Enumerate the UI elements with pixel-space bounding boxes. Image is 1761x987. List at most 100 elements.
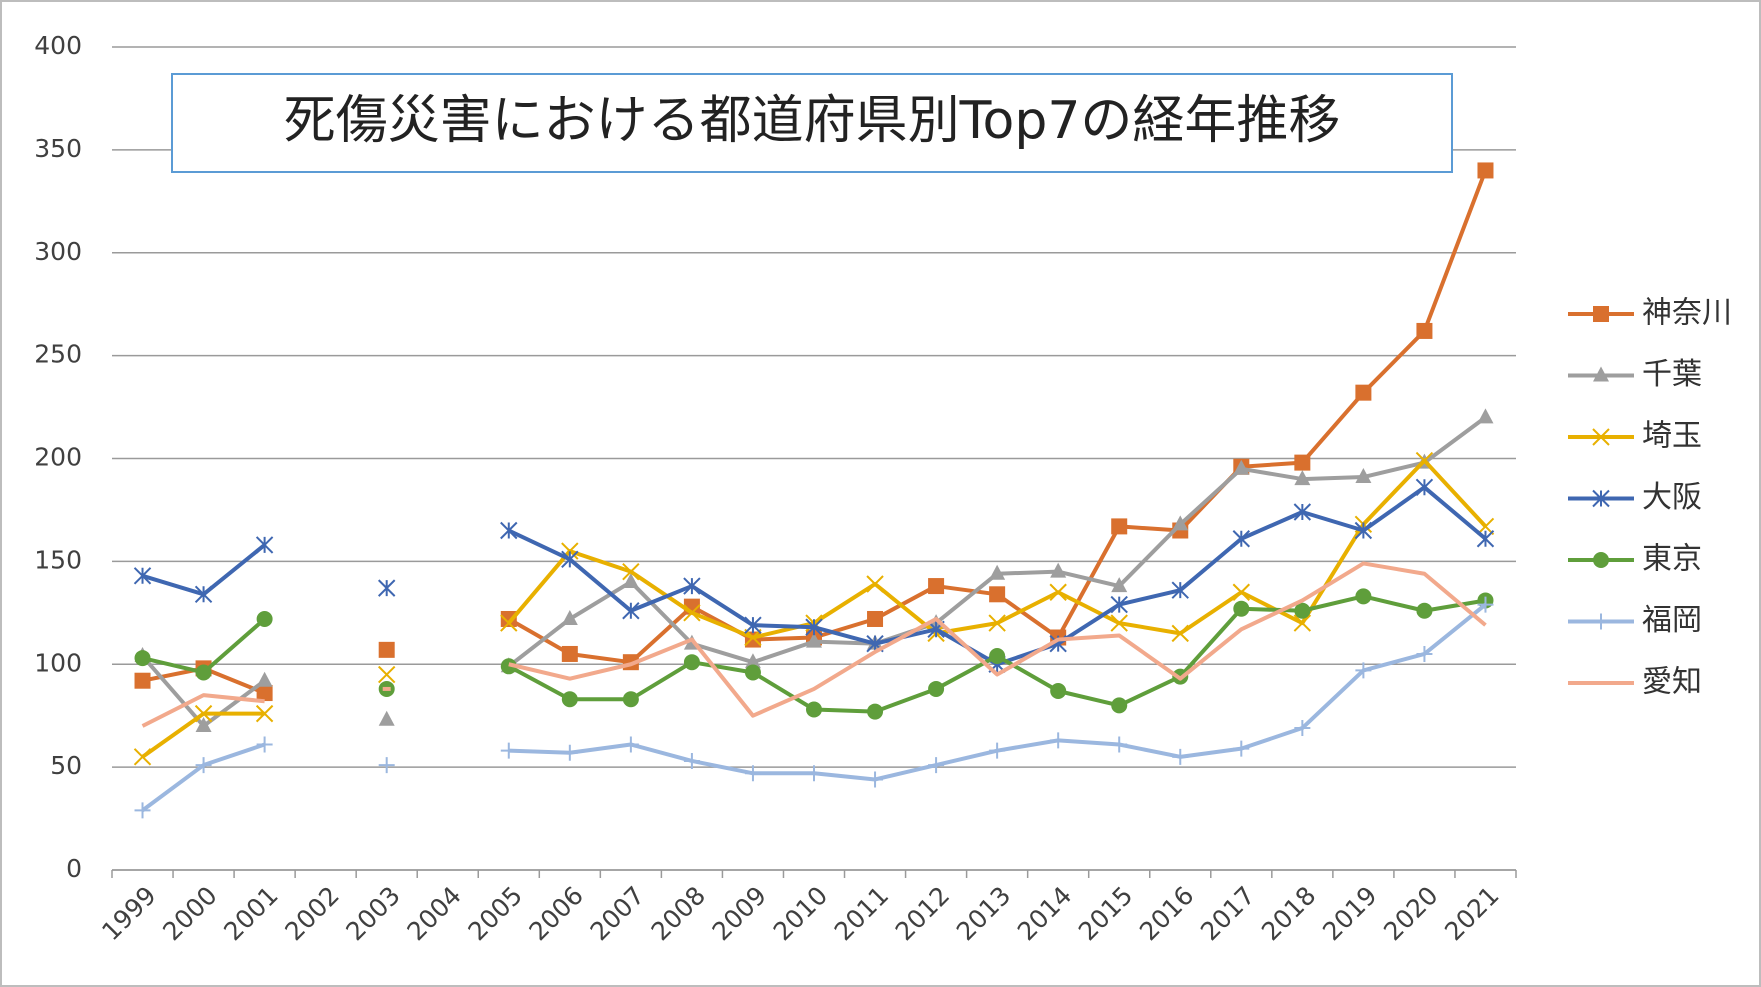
marker	[561, 609, 578, 625]
marker	[744, 616, 762, 634]
marker	[1416, 645, 1433, 662]
grid	[111, 46, 1517, 878]
marker	[1477, 408, 1494, 424]
marker	[744, 765, 761, 782]
marker	[500, 658, 517, 675]
marker	[1233, 740, 1250, 757]
legend-label: 東京	[1642, 542, 1702, 577]
marker	[1476, 530, 1495, 548]
marker	[1293, 614, 1312, 632]
marker	[805, 618, 823, 636]
marker	[133, 567, 152, 585]
marker	[378, 757, 395, 774]
marker	[1592, 489, 1610, 508]
marker	[806, 632, 822, 648]
marker	[744, 653, 761, 669]
series-line	[141, 561, 1487, 728]
legend-label: 神奈川	[1642, 296, 1732, 331]
marker	[500, 742, 517, 759]
marker	[255, 704, 274, 723]
marker	[806, 765, 822, 782]
marker	[866, 575, 884, 593]
marker	[133, 748, 152, 766]
marker	[622, 691, 639, 708]
marker	[378, 710, 395, 726]
marker	[195, 664, 212, 681]
marker	[1111, 736, 1128, 753]
y-tick-label: 350	[34, 134, 82, 163]
marker	[1111, 697, 1128, 714]
marker	[194, 585, 213, 604]
marker	[1233, 459, 1250, 475]
marker	[1050, 682, 1067, 699]
marker	[195, 716, 212, 732]
marker	[1477, 596, 1494, 613]
marker	[1172, 515, 1189, 531]
marker	[256, 610, 273, 627]
marker	[1232, 583, 1251, 601]
legend-label: 埼玉	[1642, 419, 1702, 454]
marker	[1294, 602, 1311, 619]
marker	[744, 628, 762, 647]
marker	[1111, 518, 1128, 535]
chart-title: 死傷災害における都道府県別Top7の経年推移	[284, 91, 1341, 151]
marker	[134, 672, 151, 689]
marker	[500, 614, 518, 632]
marker	[1111, 577, 1128, 593]
marker	[683, 604, 701, 622]
marker	[500, 610, 517, 627]
y-tick-label: 100	[34, 648, 82, 677]
marker	[1294, 470, 1311, 486]
marker	[1172, 748, 1189, 765]
marker	[256, 685, 273, 702]
title-box	[171, 73, 1453, 173]
marker	[1355, 468, 1372, 484]
marker	[622, 602, 640, 620]
marker	[1171, 581, 1189, 599]
marker	[195, 757, 212, 774]
marker	[928, 578, 945, 595]
legend-label: 千葉	[1642, 357, 1702, 392]
marker	[1415, 451, 1434, 470]
marker	[867, 610, 884, 627]
marker	[1110, 614, 1128, 632]
marker	[1477, 162, 1494, 179]
marker	[1294, 454, 1311, 471]
marker	[561, 550, 579, 569]
marker	[1593, 552, 1609, 568]
marker	[377, 579, 396, 597]
marker	[134, 802, 151, 819]
marker	[1050, 562, 1067, 578]
marker	[989, 564, 1006, 580]
y-tick-label: 400	[34, 31, 82, 60]
lines	[133, 162, 1634, 819]
y-tick-label: 300	[34, 237, 82, 266]
marker	[683, 577, 701, 595]
marker	[1355, 662, 1372, 679]
marker	[1050, 732, 1067, 749]
marker	[1110, 595, 1128, 614]
marker	[561, 744, 578, 761]
marker	[378, 641, 395, 658]
marker	[1355, 384, 1372, 401]
marker	[256, 671, 273, 687]
marker	[744, 664, 761, 681]
marker	[561, 691, 578, 708]
marker	[1593, 366, 1609, 382]
marker	[1593, 306, 1609, 322]
marker	[683, 654, 700, 671]
marker	[1416, 602, 1433, 619]
marker	[1354, 521, 1373, 540]
marker	[500, 521, 518, 540]
marker	[377, 665, 396, 684]
y-tick-label: 50	[50, 751, 82, 780]
y-tick-label: 150	[34, 545, 82, 574]
marker	[134, 650, 151, 667]
marker	[988, 614, 1006, 632]
legend-label: 福岡	[1642, 603, 1702, 638]
marker	[1294, 720, 1311, 737]
y-tick-label: 0	[66, 854, 82, 883]
marker	[1293, 503, 1312, 521]
